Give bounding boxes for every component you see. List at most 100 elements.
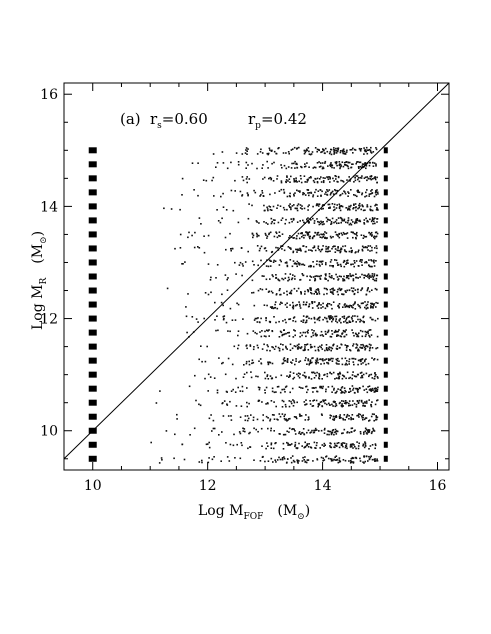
- scatter-point: [336, 147, 339, 150]
- scatter-point: [267, 460, 270, 462]
- scatter-point: [358, 332, 360, 334]
- scatter-point: [294, 330, 296, 332]
- scatter-point: [331, 347, 334, 350]
- scatter-point: [334, 329, 337, 332]
- scatter-point: [375, 209, 378, 211]
- scatter-point: [241, 153, 244, 155]
- scatter-point: [184, 261, 186, 263]
- scatter-point: [193, 427, 196, 430]
- scatter-point: [347, 262, 349, 264]
- band-row: [88, 343, 388, 352]
- scatter-point: [265, 288, 268, 290]
- scatter-point: [268, 233, 270, 236]
- scatter-point: [193, 246, 196, 249]
- scatter-point: [318, 260, 321, 263]
- scatter-point: [256, 344, 259, 347]
- scatter-point: [289, 206, 291, 208]
- scatter-point: [375, 279, 378, 282]
- scatter-point: [264, 330, 266, 333]
- scatter-point: [322, 177, 325, 179]
- scatter-point: [361, 335, 364, 338]
- scatter-point: [353, 181, 355, 183]
- scatter-point: [207, 373, 210, 376]
- scatter-point: [348, 418, 350, 420]
- scatter-point: [365, 235, 368, 238]
- scatter-point: [241, 274, 243, 277]
- scatter-point: [354, 358, 357, 360]
- scatter-point: [346, 431, 349, 433]
- scatter-point: [371, 357, 373, 359]
- scatter-point: [347, 277, 350, 280]
- scatter-point: [371, 275, 373, 277]
- scatter-point: [208, 457, 210, 459]
- scatter-point: [338, 163, 341, 165]
- scatter-point: [329, 181, 331, 183]
- scatter-point: [257, 289, 260, 292]
- scatter-point: [338, 249, 340, 252]
- scatter-point: [297, 248, 299, 251]
- scatter-point: [365, 195, 368, 197]
- scatter-point: [256, 321, 259, 323]
- scatter-point: [276, 386, 279, 388]
- scatter-point: [312, 460, 314, 462]
- scatter-point: [216, 162, 219, 164]
- scatter-point: [272, 461, 274, 463]
- scatter-point: [232, 388, 234, 391]
- scatter-point: [296, 235, 298, 237]
- scatter-point: [327, 203, 330, 206]
- scatter-point: [308, 443, 310, 445]
- scatter-point: [318, 303, 320, 305]
- scatter-point: [288, 247, 291, 249]
- scatter-point: [314, 166, 317, 169]
- right-column-marker: [383, 357, 388, 364]
- scatter-point: [271, 274, 274, 276]
- scatter-point: [337, 377, 340, 380]
- scatter-point: [280, 374, 283, 377]
- scatter-point: [364, 301, 366, 303]
- scatter-point: [363, 147, 365, 149]
- scatter-point: [338, 415, 341, 418]
- scatter-point: [373, 419, 375, 422]
- scatter-point: [262, 178, 264, 180]
- right-column-marker: [383, 245, 388, 252]
- scatter-point: [332, 405, 334, 407]
- scatter-point: [308, 194, 310, 197]
- scatter-point: [363, 219, 366, 221]
- scatter-point: [366, 204, 369, 206]
- scatter-point: [271, 387, 274, 390]
- scatter-point: [294, 160, 296, 163]
- scatter-point: [343, 190, 345, 192]
- scatter-point: [290, 175, 292, 178]
- scatter-point: [373, 358, 376, 360]
- scatter-point: [308, 166, 310, 168]
- scatter-point: [344, 459, 347, 462]
- scatter-point: [309, 432, 311, 434]
- scatter-point: [230, 390, 233, 392]
- scatter-point: [300, 293, 302, 295]
- scatter-point: [372, 260, 375, 262]
- scatter-point: [334, 208, 336, 211]
- scatter-point: [375, 193, 377, 196]
- scatter-point: [366, 433, 368, 435]
- scatter-point: [341, 363, 344, 366]
- scatter-point: [300, 232, 302, 235]
- scatter-point: [338, 329, 340, 331]
- scatter-point: [330, 164, 333, 166]
- scatter-point: [265, 447, 267, 450]
- right-column-marker: [383, 441, 388, 448]
- scatter-point: [327, 302, 329, 305]
- scatter-point: [368, 385, 371, 387]
- scatter-point: [247, 417, 250, 420]
- scatter-point: [278, 413, 281, 415]
- scatter-point: [285, 332, 287, 335]
- scatter-point: [350, 275, 352, 278]
- scatter-point: [239, 432, 242, 435]
- scatter-point: [267, 427, 269, 430]
- scatter-point: [375, 374, 377, 376]
- scatter-point: [317, 275, 319, 278]
- scatter-point: [272, 346, 274, 349]
- scatter-point: [340, 221, 342, 224]
- scatter-point: [358, 305, 360, 307]
- scatter-point: [296, 148, 298, 150]
- scatter-point: [234, 179, 236, 182]
